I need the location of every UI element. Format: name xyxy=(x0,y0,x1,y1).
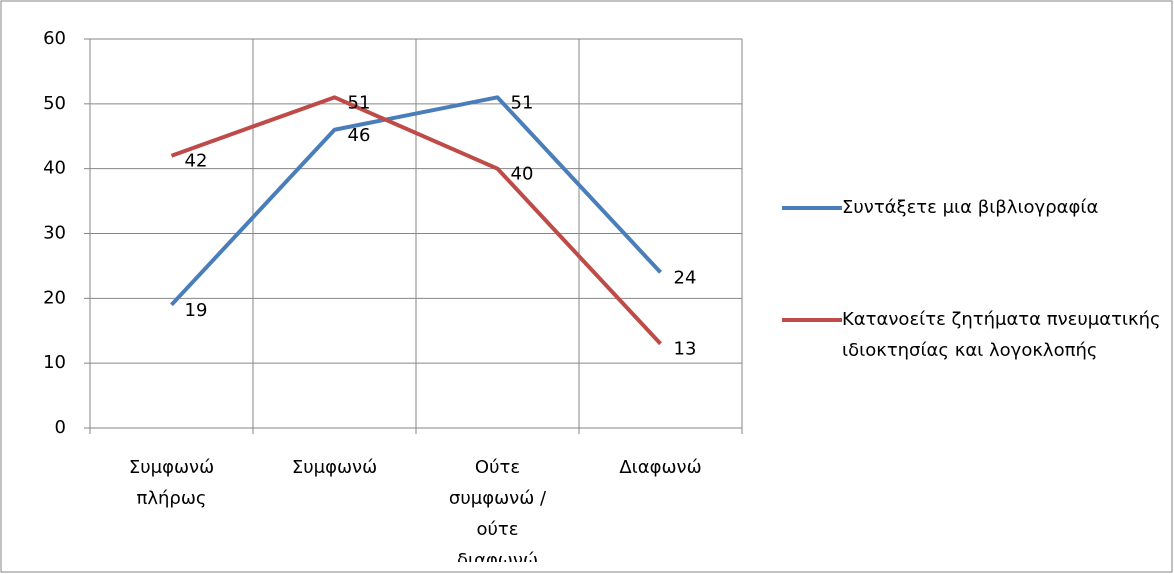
series-line xyxy=(170,95,662,346)
y-tick-label: 50 xyxy=(43,93,66,114)
data-label: 40 xyxy=(511,164,534,185)
y-tick-label: 20 xyxy=(43,287,66,308)
x-tick-label: Ούτε συμφωνώ / ούτε διαφωνώ xyxy=(448,457,547,562)
data-label: 51 xyxy=(511,92,534,113)
legend-label: Κατανοείτε ζητήματα πνευματικής ιδιοκτησ… xyxy=(842,309,1161,361)
data-label: 51 xyxy=(348,92,371,113)
y-tick-label: 30 xyxy=(43,223,66,244)
legend-label: Συντάξετε μια βιβλιογραφία xyxy=(842,197,1099,218)
x-tick-label-box: Συμφωνώ xyxy=(291,457,378,478)
data-label: 46 xyxy=(348,125,371,146)
legend-label-box: Κατανοείτε ζητήματα πνευματικής ιδιοκτησ… xyxy=(842,309,1161,361)
x-tick-label-box: Διαφωνώ xyxy=(619,457,702,478)
y-tick-label: 40 xyxy=(43,158,66,179)
data-label: 19 xyxy=(185,300,208,321)
y-tick-label: 10 xyxy=(43,352,66,373)
legend-label-box: Συντάξετε μια βιβλιογραφία xyxy=(842,197,1099,218)
data-label: 24 xyxy=(674,267,697,288)
x-tick-label-box: Ούτε συμφωνώ / ούτε διαφωνώ xyxy=(448,457,547,562)
data-label: 42 xyxy=(185,151,208,172)
x-tick-label: Διαφωνώ xyxy=(619,457,702,478)
x-tick-label-box: Συμφωνώ πλήρως xyxy=(128,457,215,509)
y-tick-label: 0 xyxy=(55,417,66,438)
x-tick-label: Συμφωνώ xyxy=(291,457,378,478)
series-line xyxy=(170,95,662,307)
x-tick-label: Συμφωνώ πλήρως xyxy=(128,457,215,509)
y-tick-label: 60 xyxy=(43,28,66,49)
data-label: 13 xyxy=(674,339,697,360)
